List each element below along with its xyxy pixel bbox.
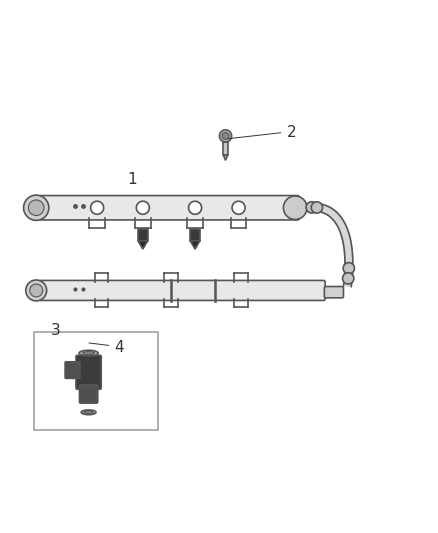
Polygon shape bbox=[308, 204, 353, 287]
Bar bbox=[34, 332, 158, 430]
FancyBboxPatch shape bbox=[324, 287, 343, 298]
Circle shape bbox=[136, 201, 149, 214]
Circle shape bbox=[283, 196, 307, 220]
Text: 3: 3 bbox=[51, 324, 61, 338]
Polygon shape bbox=[190, 241, 200, 249]
FancyBboxPatch shape bbox=[39, 196, 300, 220]
Circle shape bbox=[222, 133, 229, 140]
FancyBboxPatch shape bbox=[39, 280, 325, 301]
Circle shape bbox=[343, 263, 354, 274]
Text: 2: 2 bbox=[286, 125, 296, 140]
Text: 4: 4 bbox=[115, 340, 124, 354]
Circle shape bbox=[232, 201, 245, 214]
Ellipse shape bbox=[83, 352, 95, 354]
Circle shape bbox=[28, 200, 44, 215]
Circle shape bbox=[343, 273, 354, 284]
Bar bbox=[138, 229, 148, 241]
Circle shape bbox=[306, 201, 318, 213]
Circle shape bbox=[30, 284, 42, 297]
FancyBboxPatch shape bbox=[79, 385, 98, 403]
Polygon shape bbox=[223, 155, 228, 160]
Circle shape bbox=[188, 201, 201, 214]
FancyBboxPatch shape bbox=[76, 356, 101, 389]
Circle shape bbox=[24, 195, 49, 220]
Circle shape bbox=[219, 130, 232, 142]
Circle shape bbox=[26, 280, 47, 301]
Text: 1: 1 bbox=[127, 172, 137, 187]
Bar bbox=[190, 229, 200, 241]
Bar bbox=[223, 142, 228, 155]
Polygon shape bbox=[138, 241, 148, 249]
Ellipse shape bbox=[84, 411, 93, 414]
Circle shape bbox=[91, 201, 104, 214]
FancyBboxPatch shape bbox=[65, 362, 80, 378]
Ellipse shape bbox=[79, 350, 98, 356]
Ellipse shape bbox=[81, 410, 96, 415]
Circle shape bbox=[311, 202, 322, 213]
